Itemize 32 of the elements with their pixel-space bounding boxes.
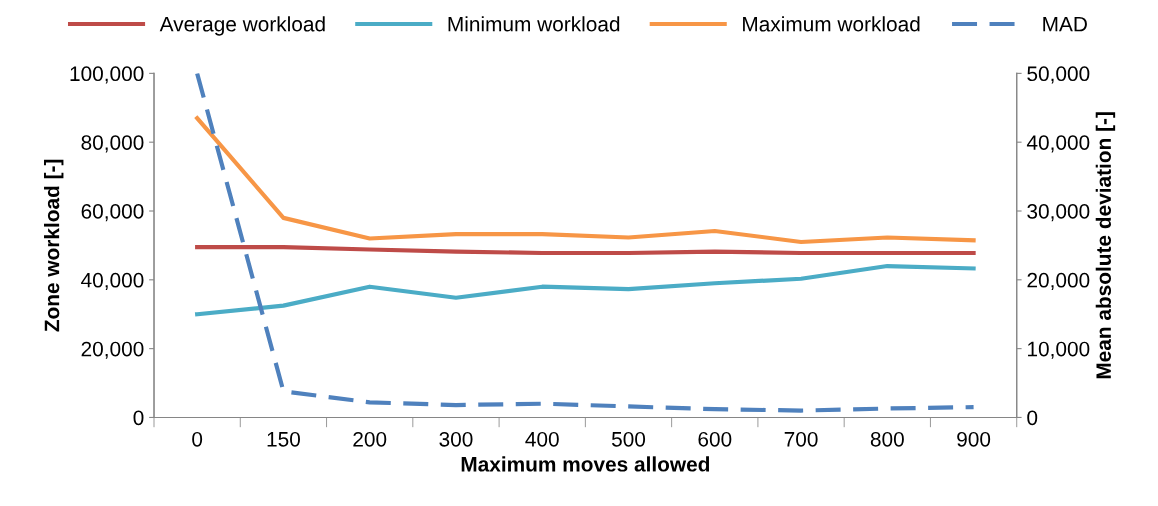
y-tick-label: 80,000: [81, 135, 144, 153]
x-tick-label: 150: [267, 431, 300, 447]
y2-tick-label: 30,000: [1027, 204, 1090, 222]
y2-tick-label: 0: [1027, 410, 1038, 426]
y-tick-label: 0: [133, 410, 144, 426]
y-tick-label: 60,000: [81, 204, 144, 222]
legend-label: MAD: [1043, 16, 1087, 32]
x-tick-label: 300: [439, 431, 473, 447]
x-axis-title: Maximum moves allowed: [461, 456, 710, 472]
x-tick-label: 200: [353, 431, 387, 447]
x-tick-label: 600: [698, 431, 732, 447]
legend-label: Average workload: [159, 16, 325, 36]
x-tick-label: 900: [957, 431, 991, 447]
y2-tick-label: 40,000: [1026, 135, 1090, 153]
x-tick-label: 700: [784, 431, 818, 447]
x-tick-label: 400: [525, 431, 559, 447]
y-tick-label: 20,000: [81, 341, 144, 359]
y-tick-label: 40,000: [81, 272, 144, 291]
legend-label: Maximum workload: [743, 16, 920, 32]
line-series: [195, 263, 976, 317]
y2-axis-title: Mean absolute deviation [-]: [1095, 112, 1116, 379]
x-tick-label: 0: [192, 431, 203, 447]
y2-tick-label: 50,000: [1027, 66, 1090, 84]
y2-tick-label: 10,000: [1028, 341, 1090, 359]
line-series: [195, 116, 976, 245]
line-series: [195, 73, 976, 413]
y-tick-label: 100,000: [70, 66, 144, 84]
x-tick-label: 500: [611, 431, 646, 447]
y-axis-title: Zone workload [-]: [44, 159, 64, 332]
y2-tick-label: 20,000: [1027, 272, 1090, 291]
legend-label: Minimum workload: [448, 16, 620, 32]
x-tick-label: 800: [870, 431, 904, 447]
